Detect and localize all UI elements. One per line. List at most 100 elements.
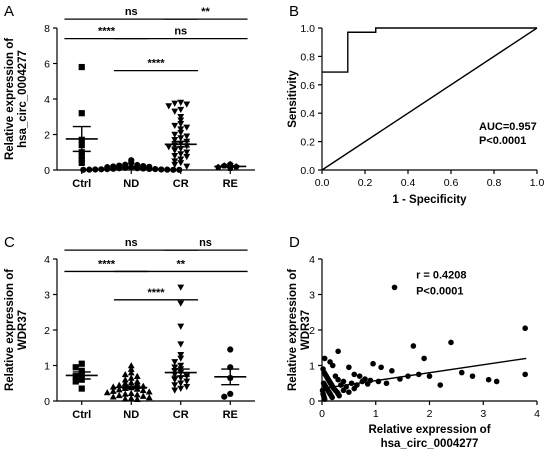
reference-diagonal-line — [321, 27, 538, 171]
data-point-nd — [133, 372, 141, 379]
data-point-nd — [139, 392, 147, 399]
significance-label: **** — [147, 58, 165, 70]
data-point-re — [227, 346, 234, 353]
data-point-nd — [152, 166, 159, 173]
data-point-ctrl — [78, 149, 85, 156]
y-tick-label: 1 — [44, 361, 50, 373]
data-point-cr — [183, 378, 191, 385]
data-point — [391, 284, 398, 291]
significance-label: ** — [176, 258, 185, 270]
data-point-ctrl — [78, 367, 85, 374]
category-label-ctrl: Ctrl — [72, 409, 91, 421]
data-point-cr — [177, 106, 185, 114]
data-point-cr — [171, 158, 179, 165]
y-axis-title-line: Relative expression of — [4, 269, 16, 391]
data-point-nd — [121, 395, 129, 402]
y-axis-title-line: Relative expression of — [4, 38, 16, 160]
data-point-cr — [183, 133, 191, 140]
data-point-nd — [127, 362, 135, 369]
data-point-cr — [165, 144, 173, 151]
y-axis-title: Sensitivity — [287, 70, 299, 128]
x-tick-label: 2 — [427, 408, 433, 420]
data-point-cr — [177, 156, 185, 163]
y-axis-title-line: Relative expression of — [287, 269, 299, 391]
data-point-nd — [133, 395, 141, 403]
y-tick-label: 2 — [44, 130, 50, 142]
x-tick-label: 0.6 — [444, 177, 459, 189]
data-point-ctrl — [78, 385, 85, 392]
data-point-nd — [98, 166, 105, 173]
data-point-nd — [133, 380, 141, 387]
data-point-nd — [133, 391, 141, 398]
data-point — [458, 369, 465, 376]
x-tick-label: 0.8 — [487, 177, 502, 189]
category-label-nd: ND — [123, 409, 139, 421]
y-axis-title-line: WDR37 — [300, 310, 312, 350]
data-point — [351, 385, 358, 392]
y-tick-label: 8 — [44, 23, 50, 35]
data-point-nd — [140, 165, 147, 172]
significance-label: **** — [147, 287, 165, 299]
y-tick-label: 0.0 — [300, 165, 315, 177]
data-point-nd — [121, 379, 129, 387]
data-point-nd — [127, 369, 135, 376]
data-point-nd — [164, 166, 171, 173]
data-point-cr — [183, 101, 191, 108]
data-point-cr — [183, 153, 191, 161]
data-point — [522, 371, 528, 378]
data-point-ctrl — [78, 156, 85, 163]
data-point-cr — [165, 103, 173, 110]
data-point-nd — [127, 394, 135, 401]
data-point-cr — [177, 113, 185, 121]
data-point-re — [221, 393, 228, 400]
data-point — [493, 378, 500, 385]
data-point-nd — [116, 165, 123, 172]
annotation-text: P<0.0001 — [479, 135, 526, 147]
data-point-cr — [183, 149, 191, 156]
data-point — [426, 373, 433, 379]
y-tick-label: 0.4 — [300, 108, 315, 120]
data-point-cr — [177, 129, 185, 137]
roc-curve-line — [322, 27, 537, 73]
y-tick-label: 3 — [309, 290, 315, 302]
data-point-nd — [86, 166, 93, 173]
x-axis-title: 1 - Specificity — [392, 194, 467, 206]
data-point-cr — [171, 364, 179, 371]
y-tick-label: 2 — [44, 325, 50, 337]
data-point — [329, 394, 336, 401]
data-point-nd — [127, 365, 135, 372]
data-point — [340, 387, 347, 394]
category-label-ctrl: Ctrl — [72, 178, 91, 190]
data-point-cr — [171, 137, 179, 144]
data-point — [321, 355, 328, 362]
x-tick-label: 4 — [534, 408, 540, 420]
category-label-nd: ND — [123, 178, 139, 190]
y-tick-label: 3 — [44, 290, 50, 302]
x-tick-label: 3 — [480, 408, 486, 420]
data-point — [346, 364, 352, 371]
data-point — [321, 396, 328, 403]
data-point — [351, 371, 358, 378]
data-point — [370, 360, 376, 367]
data-point — [346, 389, 352, 395]
data-point — [335, 348, 341, 355]
data-point-cr — [171, 387, 179, 394]
data-point-nd — [109, 393, 117, 400]
data-point-ctrl — [78, 376, 85, 383]
data-point-nd — [115, 381, 123, 388]
data-point-nd — [103, 389, 111, 396]
significance-label: ** — [201, 6, 210, 18]
annotation-text: P<0.0001 — [416, 286, 463, 298]
data-point-cr — [177, 362, 185, 369]
y-tick-label: 4 — [44, 254, 50, 266]
data-point-nd — [127, 374, 135, 381]
data-point-cr — [177, 99, 185, 106]
y-axis-title-line: WDR37 — [17, 310, 29, 350]
data-point-nd — [139, 386, 147, 394]
significance-label: ns — [125, 237, 138, 249]
data-point-nd — [145, 388, 153, 395]
category-label-re: RE — [223, 178, 238, 190]
data-point-cr — [171, 108, 179, 115]
data-point-nd — [109, 383, 117, 390]
